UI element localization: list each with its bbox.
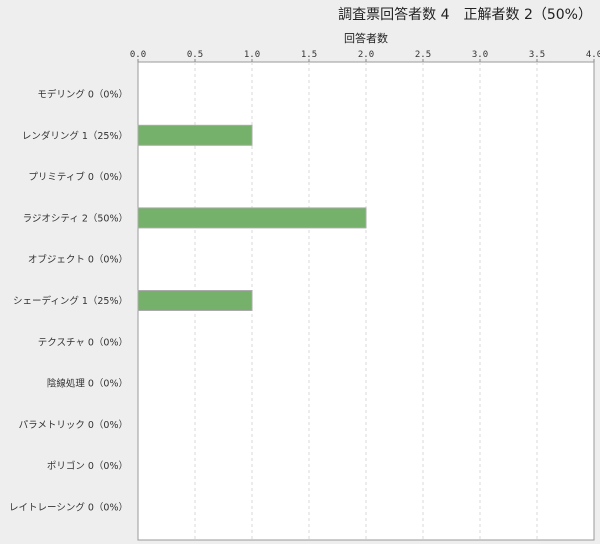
x-tick-label: 0.0 (130, 50, 146, 60)
category-label: オブジェクト 0（0%） (28, 254, 128, 266)
chart-title: 調査票回答者数 4 正解者数 2（50%） (338, 7, 592, 23)
x-tick-label: 2.0 (358, 50, 374, 60)
category-label: ポリゴン 0（0%） (47, 460, 128, 472)
x-tick-label: 3.5 (529, 50, 545, 60)
x-tick-label: 0.5 (187, 50, 203, 60)
category-label: テクスチャ 0（0%） (38, 336, 128, 348)
category-label: プリミティブ 0（0%） (28, 171, 128, 183)
x-tick-label: 1.5 (301, 50, 317, 60)
category-label: レイトレーシング 0（0%） (9, 502, 128, 514)
bar (137, 207, 367, 229)
category-label: シェーディング 1（25%） (13, 295, 128, 307)
category-label: レンダリング 1（25%） (22, 130, 128, 142)
category-label: パラメトリック 0（0%） (19, 419, 128, 431)
x-tick-label: 2.5 (415, 50, 431, 60)
category-label: モデリング 0（0%） (37, 89, 128, 101)
x-tick-label: 1.0 (244, 50, 260, 60)
bar (137, 124, 253, 146)
x-tick-label: 3.0 (472, 50, 488, 60)
category-label: 陰線処理 0（0%） (47, 378, 128, 390)
category-label: ラジオシティ 2（50%） (23, 212, 128, 224)
bar (137, 290, 253, 311)
x-axis-label: 回答者数 (344, 31, 388, 45)
x-tick-label: 4.0 (586, 50, 600, 60)
